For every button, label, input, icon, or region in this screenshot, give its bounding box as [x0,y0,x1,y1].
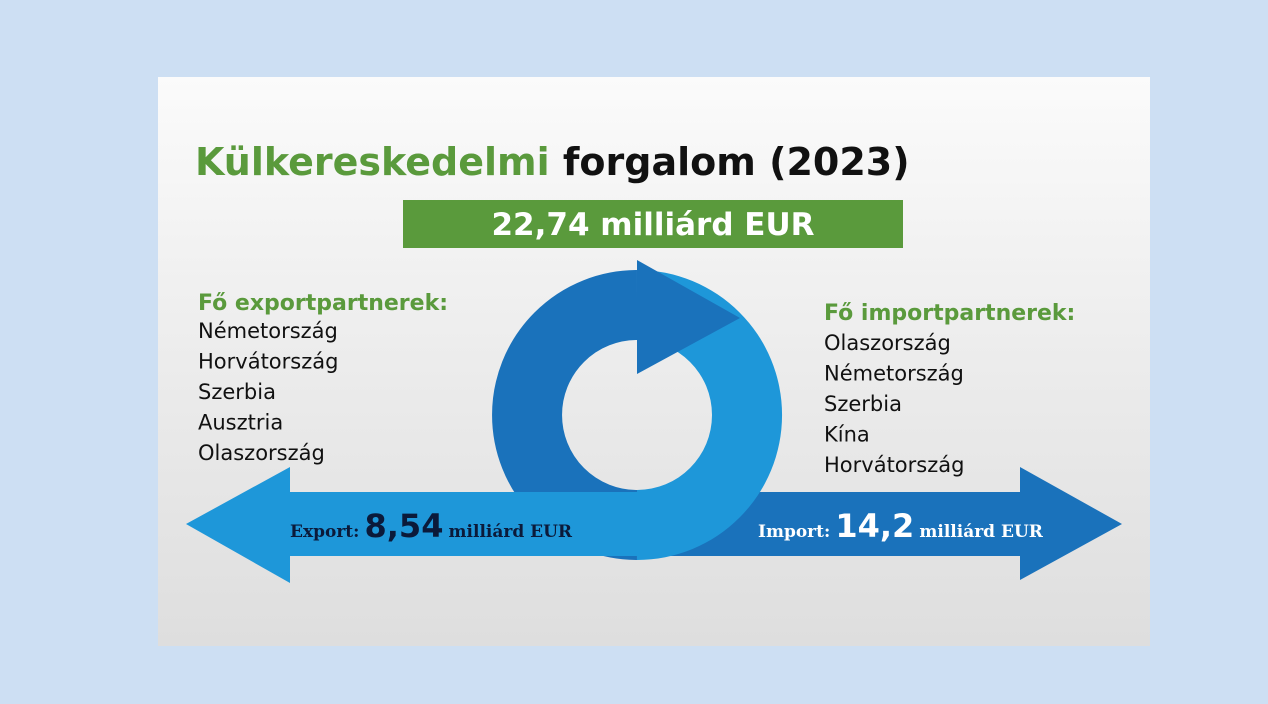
partner: Olaszország [824,331,951,355]
partner: Ausztria [198,411,283,435]
export-label-text: Export: [290,522,359,542]
loop-head [637,260,740,374]
title: Külkereskedelmi forgalom (2023) [195,140,910,184]
total-bar [403,200,903,248]
export-amount: 8,54 [365,507,444,545]
import-unit: milliárd EUR [919,522,1043,542]
partner: Olaszország [198,441,325,465]
import-list: Olaszország Németország Szerbia Kína Horváto… [824,331,964,477]
partner: Horvátország [198,350,338,374]
export-heading: Fő exportpartnerek: [198,291,448,316]
partner: Szerbia [198,380,276,404]
import-heading: Fő importpartnerek: [824,301,1075,326]
export-unit: milliárd EUR [449,522,573,542]
import-amount: 14,2 [835,507,914,545]
export-list: Németország Horvátország Szerbia Ausztria Ol… [198,319,338,465]
total: 22,74 milliárd EUR [491,207,814,243]
partner: Horvátország [824,453,964,477]
import-label: Import: 14,2 milliárd EUR [758,507,1044,545]
partner: Szerbia [824,392,902,416]
partner: Németország [824,362,964,386]
export-arrow [186,467,640,583]
import-label-text: Import: [758,522,830,542]
partner: Németország [198,319,338,343]
title-highlight: Külkereskedelmi [195,140,550,184]
title-rest: forgalom (2023) [563,140,910,184]
export-label: Export: 8,54 milliárd EUR [290,507,573,545]
partner: Kína [824,423,870,447]
